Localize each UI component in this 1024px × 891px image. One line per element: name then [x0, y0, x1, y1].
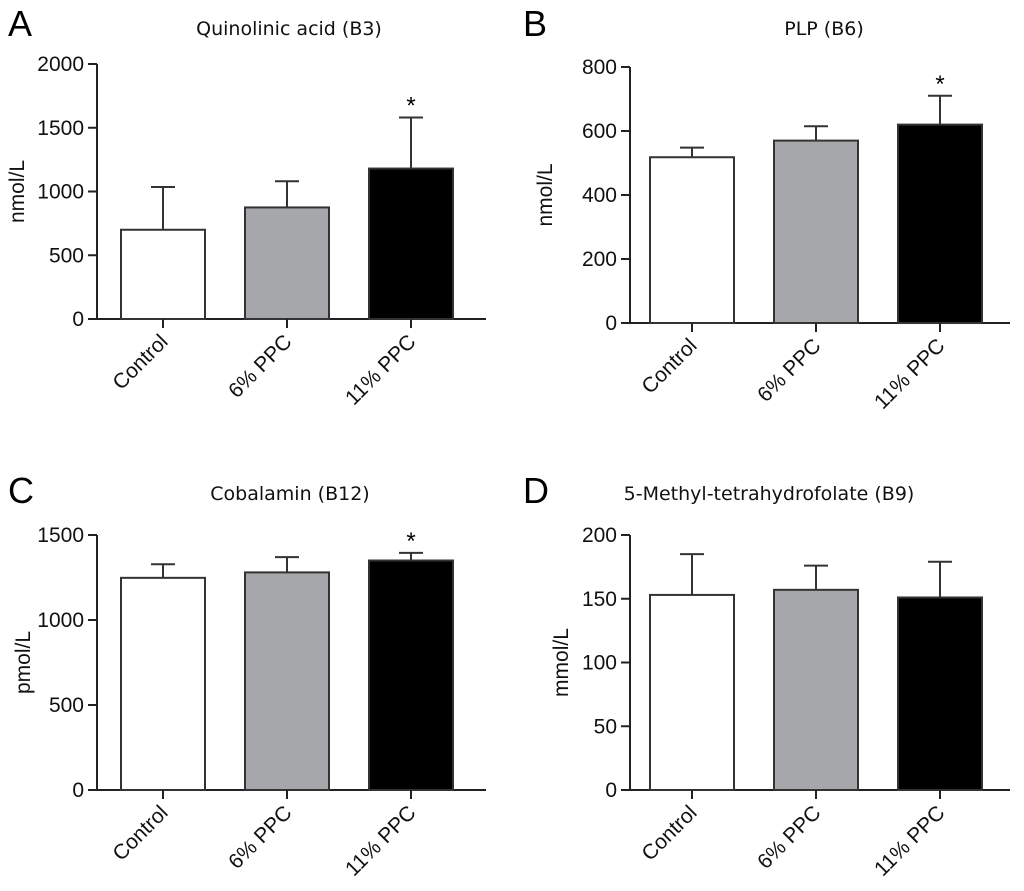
- y-tick-label: 0: [72, 308, 84, 331]
- category-label: 11% PPC: [341, 801, 421, 881]
- bar-11pct-ppc: [368, 167, 454, 320]
- y-tick-label: 400: [582, 184, 617, 207]
- y-tick-label: 0: [605, 779, 617, 802]
- y-tick-label: 1000: [37, 181, 84, 204]
- category-label: 6% PPC: [224, 801, 296, 873]
- category-label: 6% PPC: [753, 801, 825, 873]
- y-tick-label: 50: [594, 715, 617, 738]
- category-label: 11% PPC: [870, 334, 950, 414]
- bar-11pct-ppc: [368, 559, 454, 791]
- category-label: 6% PPC: [224, 330, 296, 402]
- y-axis-label: nmol/L: [6, 160, 29, 223]
- chart-title: Cobalamin (B12): [210, 483, 369, 505]
- bar-control: [649, 593, 735, 791]
- y-tick-label: 0: [605, 312, 617, 335]
- y-axis-label: pmol/L: [12, 631, 35, 694]
- category-label: 6% PPC: [753, 334, 825, 406]
- category-label: Control: [108, 330, 172, 394]
- category-label: Control: [108, 801, 172, 865]
- category-label: 11% PPC: [341, 330, 421, 410]
- bar-control: [120, 576, 206, 792]
- category-label: 11% PPC: [870, 801, 950, 881]
- significance-star: *: [935, 71, 944, 98]
- y-tick-label: 2000: [37, 53, 84, 76]
- y-tick-label: 100: [582, 652, 617, 675]
- y-tick-label: 1500: [37, 117, 84, 140]
- y-tick-label: 200: [582, 248, 617, 271]
- panel-d: D 5-Methyl-tetrahydrofolate (B9) mmol/L 0 50…: [523, 470, 1010, 881]
- y-tick-label: 1500: [37, 524, 84, 547]
- y-tick-label: 500: [49, 244, 84, 267]
- y-axis-label: nmol/L: [534, 163, 557, 226]
- category-label: Control: [637, 334, 701, 398]
- y-tick-label: 200: [582, 524, 617, 547]
- panel-b: B PLP (B6) nmol/L 0 200 400 600 800 Control 6% PP…: [523, 3, 1010, 414]
- y-tick-label: 600: [582, 120, 617, 143]
- chart-title: 5-Methyl-tetrahydrofolate (B9): [624, 483, 915, 505]
- significance-star: *: [406, 93, 415, 120]
- bar-6pct-ppc: [244, 206, 330, 320]
- bar-11pct-ppc: [897, 596, 983, 791]
- panel-letter: A: [8, 3, 32, 44]
- bar-control: [649, 156, 735, 324]
- bar-control: [120, 228, 206, 320]
- y-tick-label: 1000: [37, 609, 84, 632]
- panel-letter: B: [523, 3, 547, 44]
- bar-6pct-ppc: [244, 571, 330, 792]
- y-axis-label: mmol/L: [550, 628, 573, 697]
- significance-star: *: [406, 528, 415, 555]
- panel-letter: C: [8, 470, 34, 511]
- chart-title: PLP (B6): [784, 18, 864, 40]
- bar-6pct-ppc: [773, 139, 859, 324]
- category-label: Control: [637, 801, 701, 865]
- panel-a: A Quinolinic acid (B3) nmol/L 0 500 1000 1500 2…: [6, 3, 486, 410]
- bar-6pct-ppc: [773, 588, 859, 792]
- y-tick-label: 150: [582, 588, 617, 611]
- panel-letter: D: [523, 470, 549, 511]
- y-tick-label: 0: [72, 779, 84, 802]
- panel-c: C Cobalamin (B12) pmol/L 0 500 1000 1500 Contro…: [8, 470, 486, 881]
- chart-title: Quinolinic acid (B3): [196, 18, 382, 40]
- bar-11pct-ppc: [897, 123, 983, 324]
- y-tick-label: 800: [582, 56, 617, 79]
- y-tick-label: 500: [49, 694, 84, 717]
